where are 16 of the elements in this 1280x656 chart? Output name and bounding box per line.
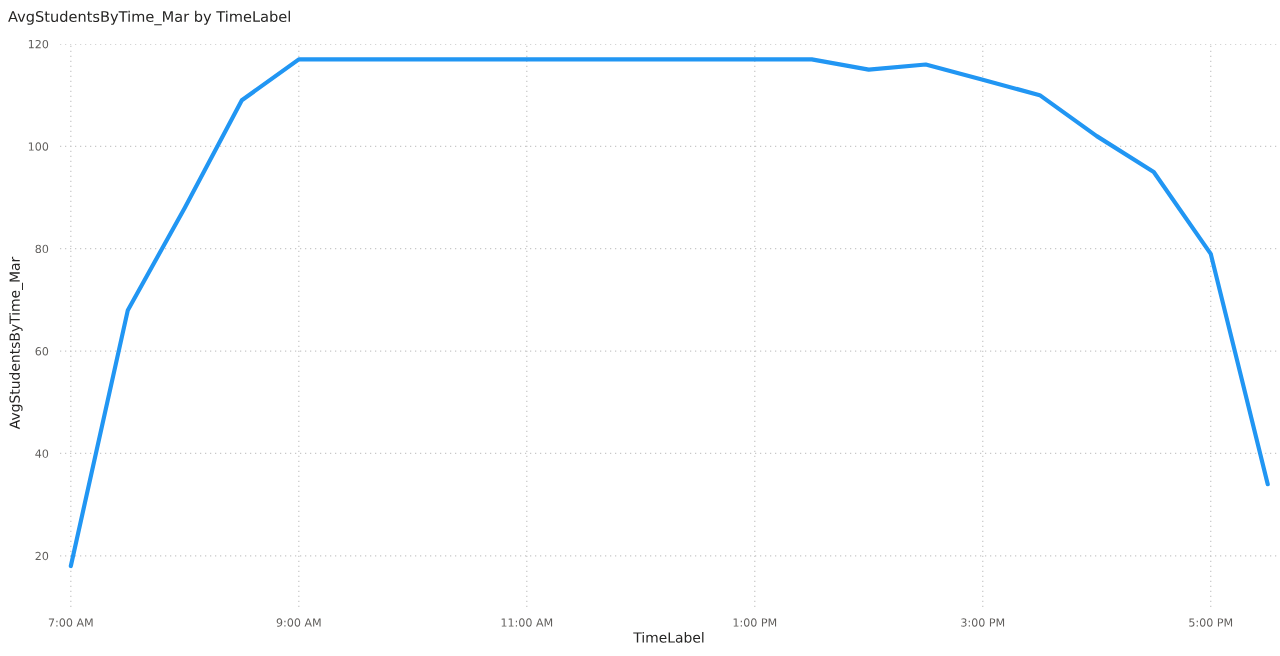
x-axis-title: TimeLabel xyxy=(633,632,704,643)
chart-title: AvgStudentsByTime_Mar by TimeLabel xyxy=(8,10,290,26)
y-tick-label: 20 xyxy=(35,551,49,561)
y-tick-label: 100 xyxy=(28,142,49,151)
y-tick-label: 40 xyxy=(35,449,49,458)
x-tick-label: 11:00 AM xyxy=(501,618,553,627)
y-axis-title: AvgStudentsByTime_Mar xyxy=(9,256,23,430)
x-tick-label: 5:00 PM xyxy=(1189,618,1233,627)
x-tick-label: 3:00 PM xyxy=(961,618,1005,627)
x-tick-label: 9:00 AM xyxy=(276,618,321,627)
x-tick-label: 1:00 PM xyxy=(733,618,777,627)
y-tick-label: 60 xyxy=(35,347,49,356)
line-series xyxy=(68,57,1270,569)
x-tick-label: 7:00 AM xyxy=(48,618,93,627)
y-tick-label: 120 xyxy=(28,39,49,49)
y-tick-label: 80 xyxy=(35,244,49,254)
